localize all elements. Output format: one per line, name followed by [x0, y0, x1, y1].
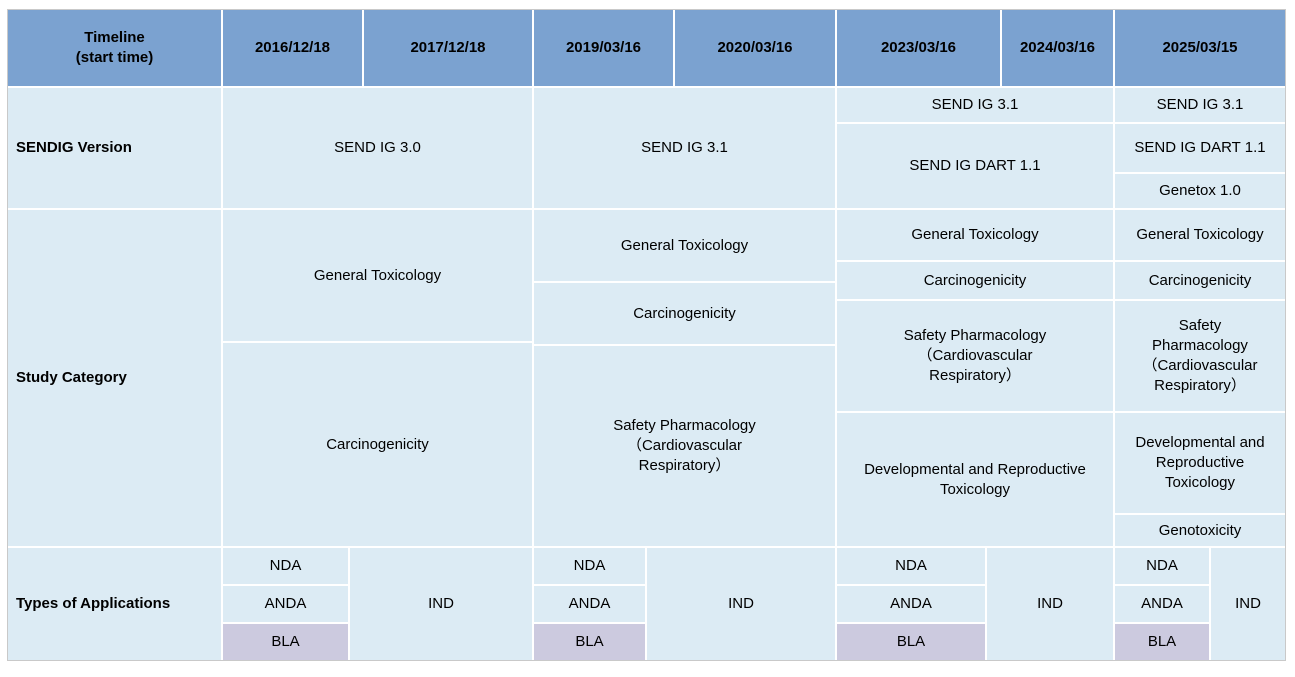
- types-cell-bla-2019: BLA: [534, 624, 645, 660]
- types-group-2023-2024: NDA ANDA BLA IND: [837, 548, 1113, 660]
- types-group-2019-2020: NDA ANDA BLA IND: [534, 548, 835, 660]
- study-col-2019-2020: General Toxicology Carcinogenicity Safet…: [534, 210, 835, 546]
- types-cell-bla-2016: BLA: [223, 624, 348, 660]
- types-stack-2025: NDA ANDA BLA: [1115, 548, 1209, 660]
- study-col-2023-2024: General Toxicology Carcinogenicity Safet…: [837, 210, 1113, 546]
- sendig-cell-2016-2017: SEND IG 3.0: [223, 88, 532, 208]
- sendig-cell-ig31-2025: SEND IG 3.1: [1115, 88, 1285, 122]
- sendig-cell-ig31-2023-2024: SEND IG 3.1: [837, 88, 1113, 122]
- header-date-2024-03-16: 2024/03/16: [1002, 10, 1113, 86]
- types-cell-anda-2019: ANDA: [534, 586, 645, 622]
- send-timeline-table: Timeline (start time) 2016/12/18 2017/12…: [7, 9, 1286, 661]
- types-cell-ind-2017: IND: [350, 548, 532, 660]
- header-row: Timeline (start time) 2016/12/18 2017/12…: [8, 10, 1285, 86]
- study-cell-safety-pharm-2023-2024: Safety Pharmacology（Cardiovascular Respi…: [837, 301, 1113, 411]
- sendig-cell-dart-2025: SEND IG DART 1.1: [1115, 124, 1285, 172]
- study-cell-general-tox-2023-2024: General Toxicology: [837, 210, 1113, 260]
- sendig-cell-genetox-2025: Genetox 1.0: [1115, 174, 1285, 208]
- header-date-2017-12-18: 2017/12/18: [364, 10, 532, 86]
- types-cell-ind-2020: IND: [647, 548, 835, 660]
- study-cell-general-tox-2019-2020: General Toxicology: [534, 210, 835, 281]
- header-timeline-line2: (start time): [75, 49, 154, 66]
- types-cell-bla-2023: BLA: [837, 624, 985, 660]
- types-cell-nda-2025: NDA: [1115, 548, 1209, 584]
- study-cell-carcinogenicity-2016-2017: Carcinogenicity: [223, 343, 532, 546]
- study-cell-safety-pharm-2025: Safety Pharmacology（Cardiovascular Respi…: [1115, 301, 1285, 411]
- types-stack-2016: NDA ANDA BLA: [223, 548, 348, 660]
- sendig-cell-2019-2020: SEND IG 3.1: [534, 88, 835, 208]
- study-cell-dart-2025: Developmental and Reproductive Toxicolog…: [1115, 413, 1285, 513]
- header-timeline-line1: Timeline: [84, 29, 145, 47]
- study-cell-dart-2023-2024: Developmental and Reproductive Toxicolog…: [837, 413, 1113, 546]
- header-date-2023-03-16: 2023/03/16: [837, 10, 1000, 86]
- study-cell-carcinogenicity-2025: Carcinogenicity: [1115, 262, 1285, 299]
- study-cell-genotoxicity-2025: Genotoxicity: [1115, 515, 1285, 546]
- header-date-2019-03-16: 2019/03/16: [534, 10, 673, 86]
- study-cell-general-tox-2025: General Toxicology: [1115, 210, 1285, 260]
- sendig-version-row: SENDIG Version SEND IG 3.0 SEND IG 3.1 S…: [8, 88, 1285, 208]
- types-cell-nda-2019: NDA: [534, 548, 645, 584]
- types-stack-2023: NDA ANDA BLA: [837, 548, 985, 660]
- header-date-2016-12-18: 2016/12/18: [223, 10, 362, 86]
- header-date-2020-03-16: 2020/03/16: [675, 10, 835, 86]
- sendig-col-2023-2024: SEND IG 3.1 SEND IG DART 1.1: [837, 88, 1113, 208]
- types-of-applications-row: Types of Applications NDA ANDA BLA IND N…: [8, 548, 1285, 660]
- types-cell-anda-2023: ANDA: [837, 586, 985, 622]
- types-cell-ind-2025: IND: [1211, 548, 1285, 660]
- study-col-2016-2017: General Toxicology Carcinogenicity: [223, 210, 532, 546]
- types-group-2016-2017: NDA ANDA BLA IND: [223, 548, 532, 660]
- types-cell-anda-2025: ANDA: [1115, 586, 1209, 622]
- study-category-row: Study Category General Toxicology Carcin…: [8, 210, 1285, 546]
- types-cell-nda-2016: NDA: [223, 548, 348, 584]
- header-date-2025-03-15: 2025/03/15: [1115, 10, 1285, 86]
- types-cell-anda-2016: ANDA: [223, 586, 348, 622]
- types-cell-nda-2023: NDA: [837, 548, 985, 584]
- types-cell-bla-2025: BLA: [1115, 624, 1209, 660]
- study-cell-carcinogenicity-2019-2020: Carcinogenicity: [534, 283, 835, 344]
- study-col-2025: General Toxicology Carcinogenicity Safet…: [1115, 210, 1285, 546]
- header-timeline-label: Timeline (start time): [8, 10, 221, 86]
- types-group-2025: NDA ANDA BLA IND: [1115, 548, 1285, 660]
- sendig-cell-dart-2023-2024: SEND IG DART 1.1: [837, 124, 1113, 208]
- types-cell-ind-2024: IND: [987, 548, 1113, 660]
- sendig-version-row-label: SENDIG Version: [8, 88, 221, 208]
- study-category-row-label: Study Category: [8, 210, 221, 546]
- types-row-label: Types of Applications: [8, 548, 221, 660]
- study-cell-safety-pharm-2019-2020: Safety Pharmacology（Cardiovascular Respi…: [534, 346, 835, 546]
- study-cell-general-tox-2016-2017: General Toxicology: [223, 210, 532, 341]
- sendig-col-2025: SEND IG 3.1 SEND IG DART 1.1 Genetox 1.0: [1115, 88, 1285, 208]
- study-cell-carcinogenicity-2023-2024: Carcinogenicity: [837, 262, 1113, 299]
- types-stack-2019: NDA ANDA BLA: [534, 548, 645, 660]
